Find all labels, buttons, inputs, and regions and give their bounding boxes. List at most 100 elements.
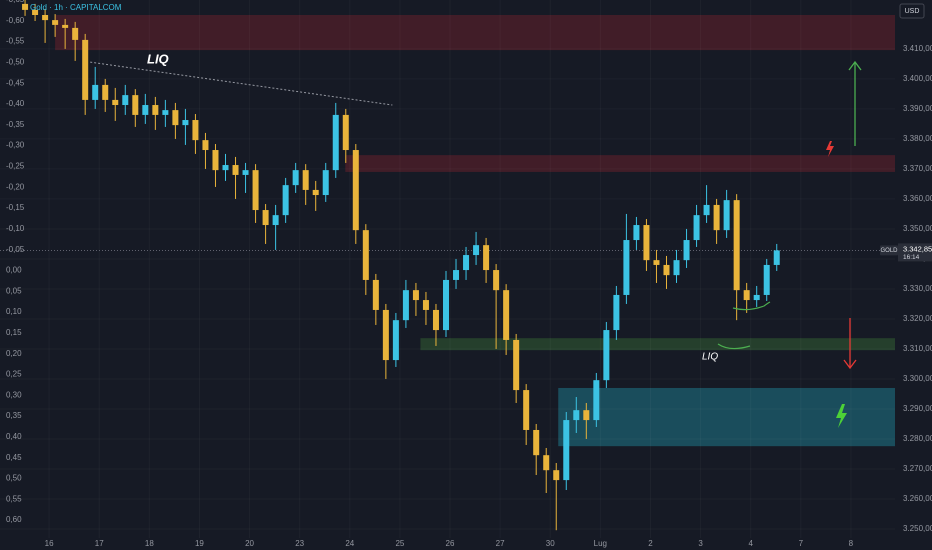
candle-body: [302, 170, 309, 190]
y-tick-label: 3.330,00: [903, 284, 932, 293]
x-tick-label: 23: [295, 539, 304, 548]
price-zone: [345, 155, 895, 172]
y2-tick-label: 0,05: [6, 286, 22, 295]
x-tick-label: 3: [698, 539, 703, 548]
candle-body: [432, 309, 439, 331]
x-tick-label: 26: [446, 539, 455, 548]
candle-body: [122, 95, 129, 106]
candle-body: [653, 260, 660, 265]
y-tick-label: 3.280,00: [903, 434, 932, 443]
candle-body: [362, 230, 369, 280]
currency: USD: [905, 8, 920, 15]
candle-body: [583, 410, 590, 421]
y2-tick-label: -0,20: [6, 182, 25, 191]
grid: [0, 61, 895, 251]
candle-body: [372, 279, 379, 310]
candle-body: [693, 215, 700, 241]
symbol-label: GOLD: [880, 248, 898, 254]
candle-body: [142, 105, 149, 115]
annotation: LIQ: [702, 352, 718, 363]
candle-body: [603, 330, 610, 381]
y2-tick-label: 0,00: [6, 266, 22, 275]
y2-tick-label: -0,05: [6, 245, 25, 254]
countdown: 16:14: [903, 254, 920, 261]
green-lightning: [836, 404, 847, 428]
candle-body: [132, 95, 139, 115]
y-tick-label: 3.360,00: [903, 194, 932, 203]
candle-body: [723, 200, 730, 231]
candle-body: [633, 225, 640, 241]
y-tick-label: 3.380,00: [903, 134, 932, 143]
y2-tick-label: 0,50: [6, 474, 22, 483]
candle-body: [412, 290, 419, 301]
currency-box: [899, 3, 925, 19]
candle-body: [753, 294, 760, 301]
y2-tick-label: -0,30: [6, 141, 25, 150]
candle-body: [292, 170, 299, 186]
x-tick-label: 16: [45, 539, 54, 548]
y2-tick-label: -0,45: [6, 78, 25, 87]
y2-tick-label: 0,30: [6, 390, 22, 399]
candle-body: [102, 84, 109, 100]
axes: 3.250,00 3.260,00 3.270,00 3.280,00 3.290,00…: [6, 0, 932, 548]
candle-body: [192, 120, 199, 141]
chart-title: Gold · 1h · CAPITALCOM: [30, 3, 122, 12]
candle-body: [92, 84, 99, 100]
x-tick-label: 17: [95, 539, 104, 548]
candle-body: [493, 270, 500, 291]
y-tick-label: 3.250,00: [903, 524, 932, 533]
y-tick-label: 3.290,00: [903, 404, 932, 413]
candle-body: [352, 150, 359, 231]
candle-body: [513, 339, 520, 391]
candle-body: [382, 309, 389, 361]
candle-body: [72, 27, 79, 40]
candle-body: [743, 290, 750, 301]
candle-body: [463, 255, 470, 271]
candle-body: [52, 20, 59, 25]
y2-tick-label: 0,60: [6, 515, 22, 524]
candle-body: [503, 290, 510, 340]
y-tick-label: 3.300,00: [903, 374, 932, 383]
x-tick-label: 18: [145, 539, 154, 548]
x-tick-label: 2: [648, 539, 653, 548]
y2-tick-label: -0,50: [6, 58, 25, 67]
candle-body: [22, 3, 29, 10]
y-tick-label: 3.410,00: [903, 44, 932, 53]
candle-body: [553, 470, 560, 481]
y2-tick-label: 0,25: [6, 370, 22, 379]
liquidity-curve: [732, 301, 771, 311]
red-lightning: [826, 141, 834, 157]
candle-body: [442, 279, 449, 331]
candle-body: [272, 215, 279, 226]
candle-body: [222, 165, 229, 171]
x-tick-label: 25: [395, 539, 404, 548]
y2-tick-label: -0,55: [6, 37, 25, 46]
candle-body: [332, 114, 339, 171]
y-tick-label: 3.260,00: [903, 494, 932, 503]
candle-body: [282, 185, 289, 216]
price-zone: [55, 15, 896, 51]
y-tick-label: 3.400,00: [903, 74, 932, 83]
candle-body: [152, 105, 159, 115]
candle-body: [112, 99, 119, 106]
y-tick-label: 3.350,00: [903, 224, 932, 233]
candle-body: [533, 429, 540, 456]
liquidity-curve: [717, 343, 751, 350]
candle-body: [703, 204, 710, 216]
candle-body: [162, 110, 169, 115]
candle-body: [232, 165, 239, 175]
candle-body: [563, 420, 570, 481]
y-tick-label: 3.390,00: [903, 104, 932, 113]
candle-body: [402, 290, 409, 321]
y2-tick-label: -0,15: [6, 203, 25, 212]
candle-body: [643, 225, 650, 261]
y2-tick-label: -0,10: [6, 224, 25, 233]
candle-body: [32, 9, 39, 16]
x-tick-label: Lug: [594, 539, 607, 548]
candle-body: [262, 210, 269, 226]
price-axis: [895, 0, 932, 538]
candle-body: [42, 15, 49, 21]
x-tick-label: 20: [245, 539, 254, 548]
candle-body: [182, 120, 189, 126]
y-tick-label: 3.320,00: [903, 314, 932, 323]
